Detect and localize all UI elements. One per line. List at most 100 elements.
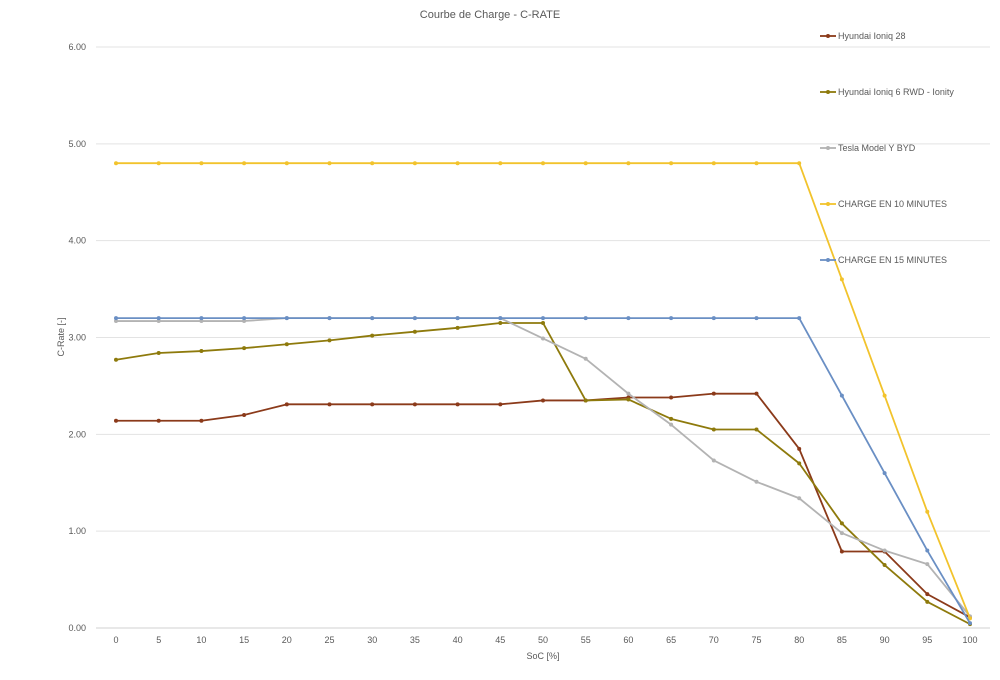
- data-point: [541, 161, 545, 166]
- data-point: [156, 316, 161, 321]
- data-point: [199, 349, 204, 354]
- data-point: [711, 427, 716, 432]
- x-tick-label: 100: [962, 635, 977, 645]
- x-tick-label: 15: [239, 635, 249, 645]
- data-point: [370, 316, 375, 321]
- y-tick-label: 6.00: [68, 42, 86, 52]
- legend-entry: Hyundai Ioniq 28: [820, 31, 906, 41]
- data-point: [754, 316, 759, 321]
- legend-marker: [826, 202, 830, 206]
- data-point: [370, 161, 375, 166]
- data-point: [242, 316, 247, 321]
- data-point: [156, 319, 161, 324]
- legend-marker: [826, 34, 830, 38]
- data-point: [754, 391, 759, 396]
- x-tick-label: 60: [623, 635, 633, 645]
- data-point: [626, 397, 631, 402]
- data-point: [284, 316, 289, 321]
- data-point: [242, 346, 247, 351]
- x-axis-ticks: 0 5 10 15 20 25 30 35 40 45 50 55 60 65 70 75 80 85 90 95 10…: [113, 635, 977, 645]
- x-tick-label: 80: [794, 635, 804, 645]
- data-point: [839, 393, 844, 398]
- data-point: [669, 395, 674, 400]
- data-point: [754, 161, 759, 166]
- legend-label: CHARGE EN 15 MINUTES: [838, 255, 947, 265]
- gridlines: [96, 46, 990, 629]
- data-point: [797, 461, 802, 466]
- data-point: [968, 621, 972, 626]
- data-point: [583, 398, 588, 403]
- data-point: [669, 416, 674, 421]
- data-point: [156, 418, 161, 423]
- data-point: [114, 161, 118, 166]
- y-tick-label: 4.00: [68, 236, 86, 246]
- x-tick-label: 20: [282, 635, 292, 645]
- data-point: [199, 319, 204, 324]
- legend-entry: CHARGE EN 10 MINUTES: [820, 199, 947, 209]
- data-point: [114, 357, 118, 362]
- legend-entry: Hyundai Ioniq 6 RWD - Ionity: [820, 87, 954, 97]
- data-point: [754, 427, 759, 432]
- data-point: [242, 412, 247, 417]
- data-point: [711, 316, 716, 321]
- series-line: [116, 317, 971, 617]
- data-point: [370, 402, 375, 407]
- data-point: [711, 458, 716, 463]
- data-point: [412, 329, 417, 334]
- data-point: [114, 418, 118, 423]
- legend-entry: Tesla Model Y BYD: [820, 143, 916, 153]
- x-axis-label: SoC [%]: [526, 651, 559, 661]
- series-1: [114, 391, 972, 620]
- legend-label: Hyundai Ioniq 28: [838, 31, 906, 41]
- x-tick-label: 40: [453, 635, 463, 645]
- x-tick-label: 25: [324, 635, 334, 645]
- y-tick-label: 3.00: [68, 333, 86, 343]
- data-point: [156, 161, 161, 166]
- legend-label: Hyundai Ioniq 6 RWD - Ionity: [838, 87, 954, 97]
- data-point: [498, 320, 503, 325]
- data-point: [882, 548, 887, 553]
- data-point: [498, 402, 503, 407]
- data-point: [498, 161, 503, 166]
- data-point: [583, 356, 588, 361]
- legend: Hyundai Ioniq 28 Hyundai Ioniq 6 RWD - Io…: [820, 31, 954, 265]
- data-point: [327, 161, 332, 166]
- data-point: [370, 333, 375, 338]
- x-tick-label: 75: [751, 635, 761, 645]
- data-point: [412, 161, 417, 166]
- series-5: [114, 316, 972, 626]
- data-point: [797, 496, 802, 501]
- data-point: [754, 479, 759, 484]
- data-point: [711, 391, 716, 396]
- data-point: [882, 471, 887, 476]
- data-point: [711, 161, 716, 166]
- series-group: [114, 161, 972, 627]
- data-point: [626, 161, 631, 166]
- y-tick-label: 1.00: [68, 526, 86, 536]
- data-point: [626, 391, 631, 396]
- legend-marker: [826, 258, 830, 262]
- data-point: [541, 398, 545, 403]
- series-2: [114, 320, 972, 627]
- x-tick-label: 30: [367, 635, 377, 645]
- series-3: [114, 316, 972, 619]
- x-tick-label: 45: [495, 635, 505, 645]
- x-tick-label: 95: [922, 635, 932, 645]
- y-axis-label: C-Rate [-]: [56, 317, 66, 356]
- data-point: [455, 325, 460, 330]
- data-point: [242, 319, 247, 324]
- data-point: [327, 338, 332, 343]
- data-point: [199, 161, 204, 166]
- data-point: [199, 316, 204, 321]
- y-tick-label: 0.00: [68, 623, 86, 633]
- data-point: [925, 548, 930, 553]
- chart-title: Courbe de Charge - C-RATE: [420, 9, 560, 21]
- data-point: [839, 531, 844, 536]
- data-point: [284, 402, 289, 407]
- data-point: [669, 422, 674, 427]
- data-point: [583, 316, 588, 321]
- x-tick-label: 55: [581, 635, 591, 645]
- x-tick-label: 10: [196, 635, 206, 645]
- legend-entry: CHARGE EN 15 MINUTES: [820, 255, 947, 265]
- data-point: [114, 319, 118, 324]
